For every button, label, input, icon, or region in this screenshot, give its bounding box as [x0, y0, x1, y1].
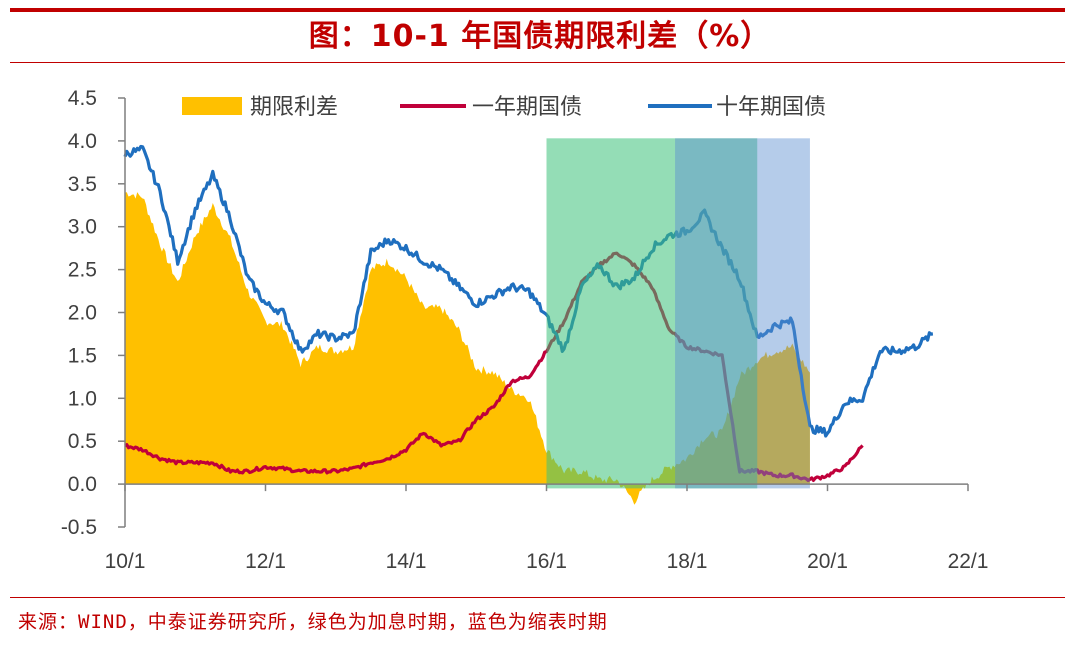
bottom-rule	[10, 597, 1065, 598]
y-tick-label: 4.0	[68, 130, 97, 153]
y-tick-label: 3.5	[68, 173, 97, 196]
spread-area-layer	[125, 192, 810, 505]
legend: 期限利差 一年期国债 十年期国债	[182, 95, 826, 120]
y-tick-label: 3.0	[68, 216, 97, 239]
y-tick-label: 0.5	[68, 430, 97, 453]
legend-label-ten-year: 十年期国债	[716, 95, 826, 120]
legend-swatch-spread	[182, 97, 242, 115]
y-tick-label: -0.5	[61, 516, 97, 539]
y-tick-label: 1.0	[68, 387, 97, 410]
y-tick-label: 0.0	[68, 473, 97, 496]
x-tick-label: 14/1	[386, 550, 427, 573]
rate-hike-period-band	[546, 138, 758, 489]
y-tick-label: 1.5	[68, 344, 97, 367]
x-tick-labels: 10/1 12/1 14/1 16/1 18/1 20/1 22/1	[105, 550, 989, 573]
y-tick-label: 2.5	[68, 259, 97, 282]
legend-label-spread: 期限利差	[250, 95, 338, 120]
ten-year-line	[123, 144, 934, 438]
source-note: 来源：WIND，中泰证券研究所，绿色为加息时期，蓝色为缩表时期	[18, 611, 608, 633]
legend-label-one-year: 一年期国债	[472, 95, 582, 120]
x-tick-label: 10/1	[105, 550, 146, 573]
x-tick-label: 22/1	[948, 550, 989, 573]
y-tick-label: 4.5	[68, 87, 97, 110]
top-rule	[10, 8, 1065, 12]
x-tick-label: 18/1	[667, 550, 708, 573]
title-rule	[10, 62, 1065, 63]
chart-title: 图：10-1 年国债期限利差（%）	[308, 19, 772, 54]
x-tick-label: 20/1	[807, 550, 848, 573]
shaded-overlay	[546, 138, 810, 489]
balance-sheet-shrink-band	[675, 138, 810, 489]
x-tick-label: 16/1	[526, 550, 567, 573]
axes	[118, 97, 969, 528]
y-tick-label: 2.0	[68, 302, 97, 325]
chart-svg: -0.50.00.51.01.52.02.53.03.54.04.5 10/1 1…	[61, 87, 989, 573]
spread-area	[125, 192, 810, 505]
x-tick-label: 12/1	[245, 550, 286, 573]
y-tick-labels: -0.5 0.0 0.5 1.0 1.5 2.0 2.5 3.0 3.5 4.0 4.5	[61, 87, 97, 539]
